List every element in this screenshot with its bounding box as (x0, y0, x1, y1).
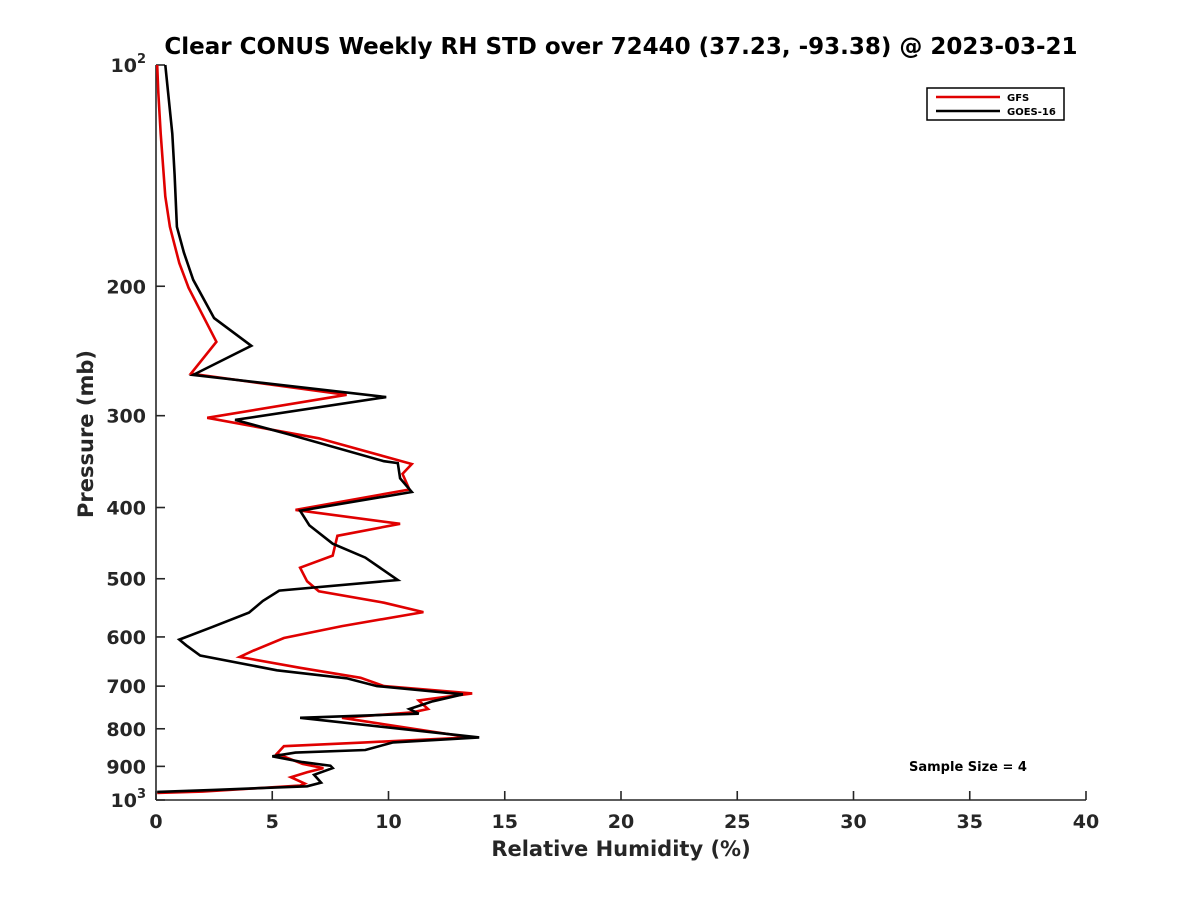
y-tick-label: 700 (106, 676, 146, 698)
x-tick-label: 10 (375, 811, 401, 833)
y-tick-label: 600 (106, 627, 146, 649)
x-tick-label: 15 (492, 811, 518, 833)
x-tick-label: 5 (266, 811, 279, 833)
y-tick-label: 102 (111, 52, 147, 77)
series-layer (155, 64, 480, 795)
series-line-gfs (155, 64, 473, 795)
x-axis-title: Relative Humidity (%) (491, 837, 750, 861)
y-tick-label: 500 (106, 569, 146, 591)
x-tick-label: 20 (608, 811, 634, 833)
x-tick-label: 25 (724, 811, 750, 833)
series-line-goes-16 (157, 64, 480, 794)
y-tick-label: 300 (106, 406, 146, 428)
chart-title: Clear CONUS Weekly RH STD over 72440 (37… (164, 34, 1077, 60)
y-tick-label: 400 (106, 498, 146, 520)
axes: 0 5 10 15 20 25 30 35 40 102 200 300 400 500 600 700 800… (106, 52, 1099, 833)
sample-size-annotation: Sample Size = 4 (909, 760, 1027, 775)
y-tick-label: 103 (111, 787, 147, 812)
y-tick-label: 800 (106, 719, 146, 741)
x-tick-label: 0 (149, 811, 162, 833)
legend-label: GOES-16 (1007, 107, 1056, 118)
legend-box (926, 87, 1065, 121)
legend-label: GFS (1007, 93, 1029, 104)
y-tick-label: 200 (106, 276, 146, 298)
x-tick-label: 40 (1073, 811, 1099, 833)
legend: GFS GOES-16 (926, 87, 1065, 121)
x-tick-label: 30 (840, 811, 866, 833)
y-tick-label: 900 (106, 756, 146, 778)
y-axis-title: Pressure (mb) (74, 350, 98, 518)
x-tick-label: 35 (957, 811, 983, 833)
